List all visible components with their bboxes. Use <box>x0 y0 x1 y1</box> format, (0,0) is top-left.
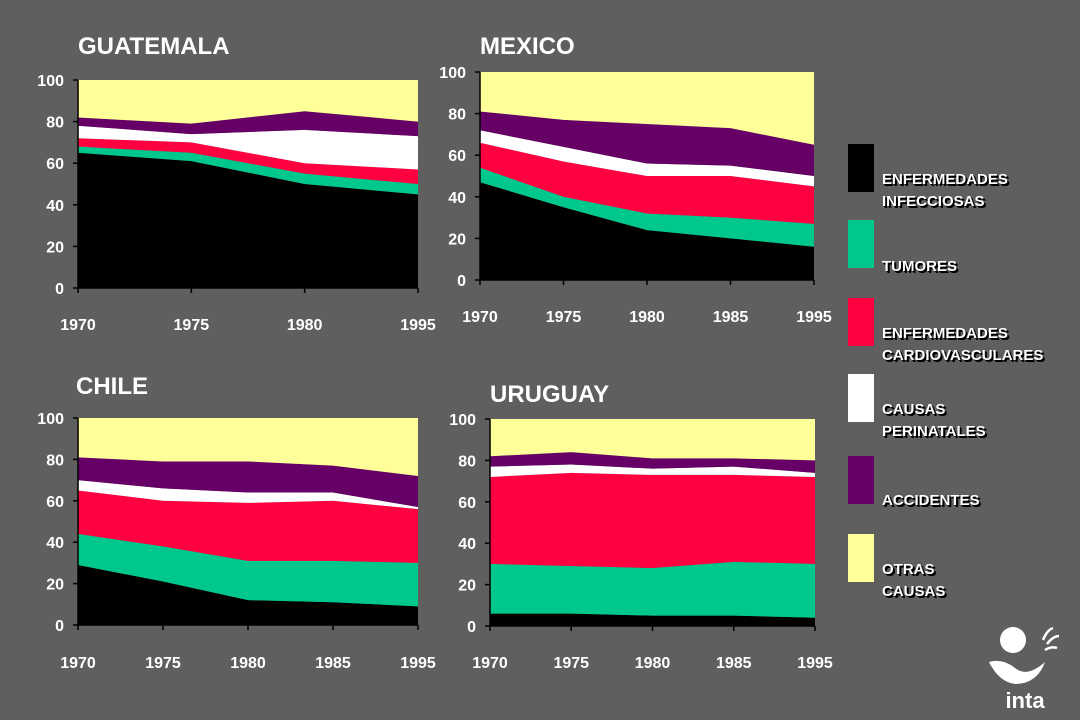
y-tick-label: 40 <box>46 535 64 552</box>
y-tick-label: 60 <box>46 156 64 173</box>
legend-swatch-infecciosas <box>848 144 874 192</box>
chart-uruguay: URUGUAY 0 20 40 60 80 100 1970 1975 1980 1985 1995 <box>449 381 833 672</box>
legend-swatch-otras <box>848 534 874 582</box>
legend-item-otras: OTRAS CAUSAS <box>848 534 1080 600</box>
x-tick-label: 1980 <box>635 655 671 672</box>
y-tick-label: 20 <box>46 239 64 256</box>
legend-item-tumores: TUMORES <box>848 220 1080 275</box>
legend-label-cardiovasculares: ENFERMEDADES CARDIOVASCULARES <box>882 325 1044 364</box>
y-tick-label: 0 <box>467 619 476 636</box>
area-series-tumores <box>78 146 418 195</box>
y-tick-label: 100 <box>37 73 64 90</box>
area-series-accidentes <box>78 457 418 508</box>
logo-body-shape <box>989 660 1045 684</box>
x-tick-label: 1970 <box>60 655 96 672</box>
legend-swatch-perinatales <box>848 374 874 422</box>
area-series-cardiovasculares <box>78 138 418 184</box>
y-tick-label: 40 <box>458 536 476 553</box>
area-series-infecciosas <box>78 564 418 625</box>
area-series-accidentes <box>480 111 814 176</box>
area-series-cardiovasculares <box>78 490 418 563</box>
logo-sprout-icon <box>1041 626 1060 652</box>
x-tick-label: 1995 <box>400 655 436 672</box>
x-tick-label: 1985 <box>315 655 351 672</box>
y-tick-label: 0 <box>457 273 466 290</box>
area-series-perinatales <box>78 125 418 170</box>
y-tick-label: 20 <box>46 577 64 594</box>
chart-guatemala: GUATEMALA 0 20 40 60 80 100 1970 1975 1980 1995 <box>37 33 436 334</box>
y-tick-label: 80 <box>46 115 64 132</box>
y-tick-label: 80 <box>448 107 466 124</box>
area-series-otras <box>490 419 815 461</box>
x-tick-label: 1995 <box>796 309 832 326</box>
legend-swatch-cardiovasculares <box>848 298 874 346</box>
logo-text: inta <box>1005 688 1045 713</box>
x-tick-label: 1980 <box>287 317 323 334</box>
y-tick-label: 100 <box>439 65 466 82</box>
area-series-accidentes <box>490 452 815 473</box>
x-tick-label: 1980 <box>629 309 665 326</box>
y-tick-label: 60 <box>448 148 466 165</box>
y-tick-label: 100 <box>449 412 476 429</box>
chart-mexico: MEXICO 0 20 40 60 80 100 1970 1975 1980 1985 1995 <box>439 33 832 326</box>
inta-logo: inta <box>989 626 1060 713</box>
legend-item-accidentes: ACCIDENTES <box>848 456 1080 509</box>
x-tick-label: 1975 <box>546 309 582 326</box>
y-tick-label: 20 <box>448 231 466 248</box>
area-series-perinatales <box>480 130 814 187</box>
legend-label-tumores: TUMORES <box>882 258 957 275</box>
y-tick-label: 40 <box>46 198 64 215</box>
logo-head-shape <box>1000 627 1026 653</box>
y-tick-label: 0 <box>55 618 64 635</box>
area-series-cardiovasculares <box>490 472 815 569</box>
legend-swatch-tumores <box>848 220 874 268</box>
legend-item-infecciosas: ENFERMEDADES INFECCIOSAS <box>848 144 1080 210</box>
y-tick-label: 100 <box>37 411 64 428</box>
x-tick-label: 1970 <box>462 309 498 326</box>
chart-chile: CHILE 0 20 40 60 80 100 1970 1975 1980 1985 1995 <box>37 373 436 672</box>
area-series-tumores <box>490 561 815 618</box>
area-series-perinatales <box>490 464 815 477</box>
x-tick-label: 1970 <box>60 317 96 334</box>
legend-label-accidentes: ACCIDENTES <box>882 492 980 509</box>
area-series-infecciosas <box>78 152 418 288</box>
area-series-otras <box>480 72 814 145</box>
y-tick-label: 40 <box>448 190 466 207</box>
chart-title: URUGUAY <box>490 381 609 408</box>
x-tick-label: 1975 <box>553 655 589 672</box>
legend-label-otras: OTRAS CAUSAS <box>882 561 946 600</box>
y-tick-label: 0 <box>55 281 64 298</box>
legend-swatch-accidentes <box>848 456 874 504</box>
area-series-otras <box>78 418 418 476</box>
area-series-infecciosas <box>490 613 815 626</box>
x-tick-label: 1995 <box>400 317 436 334</box>
legend-label-perinatales: CAUSAS PERINATALES <box>882 401 986 440</box>
x-tick-label: 1975 <box>174 317 210 334</box>
chart-title: MEXICO <box>480 33 575 60</box>
chart-title: GUATEMALA <box>78 33 230 60</box>
area-series-tumores <box>480 167 814 247</box>
area-series-infecciosas <box>480 182 814 280</box>
y-tick-label: 20 <box>458 578 476 595</box>
x-tick-label: 1985 <box>716 655 752 672</box>
x-tick-label: 1970 <box>472 655 508 672</box>
area-series-perinatales <box>78 480 418 510</box>
y-tick-label: 60 <box>458 495 476 512</box>
area-series-otras <box>78 80 418 124</box>
chart-title: CHILE <box>76 373 148 400</box>
x-tick-label: 1985 <box>713 309 749 326</box>
y-tick-label: 80 <box>46 452 64 469</box>
y-tick-label: 80 <box>458 453 476 470</box>
x-tick-label: 1980 <box>230 655 266 672</box>
y-tick-label: 60 <box>46 494 64 511</box>
legend-label-infecciosas: ENFERMEDADES INFECCIOSAS <box>882 171 1008 210</box>
x-tick-label: 1975 <box>145 655 181 672</box>
area-series-cardiovasculares <box>480 142 814 224</box>
x-tick-label: 1995 <box>797 655 833 672</box>
area-series-tumores <box>78 533 418 607</box>
legend-item-cardiovasculares: ENFERMEDADES CARDIOVASCULARES <box>848 298 1080 364</box>
legend-item-perinatales: CAUSAS PERINATALES <box>848 374 1080 440</box>
area-series-accidentes <box>78 111 418 137</box>
